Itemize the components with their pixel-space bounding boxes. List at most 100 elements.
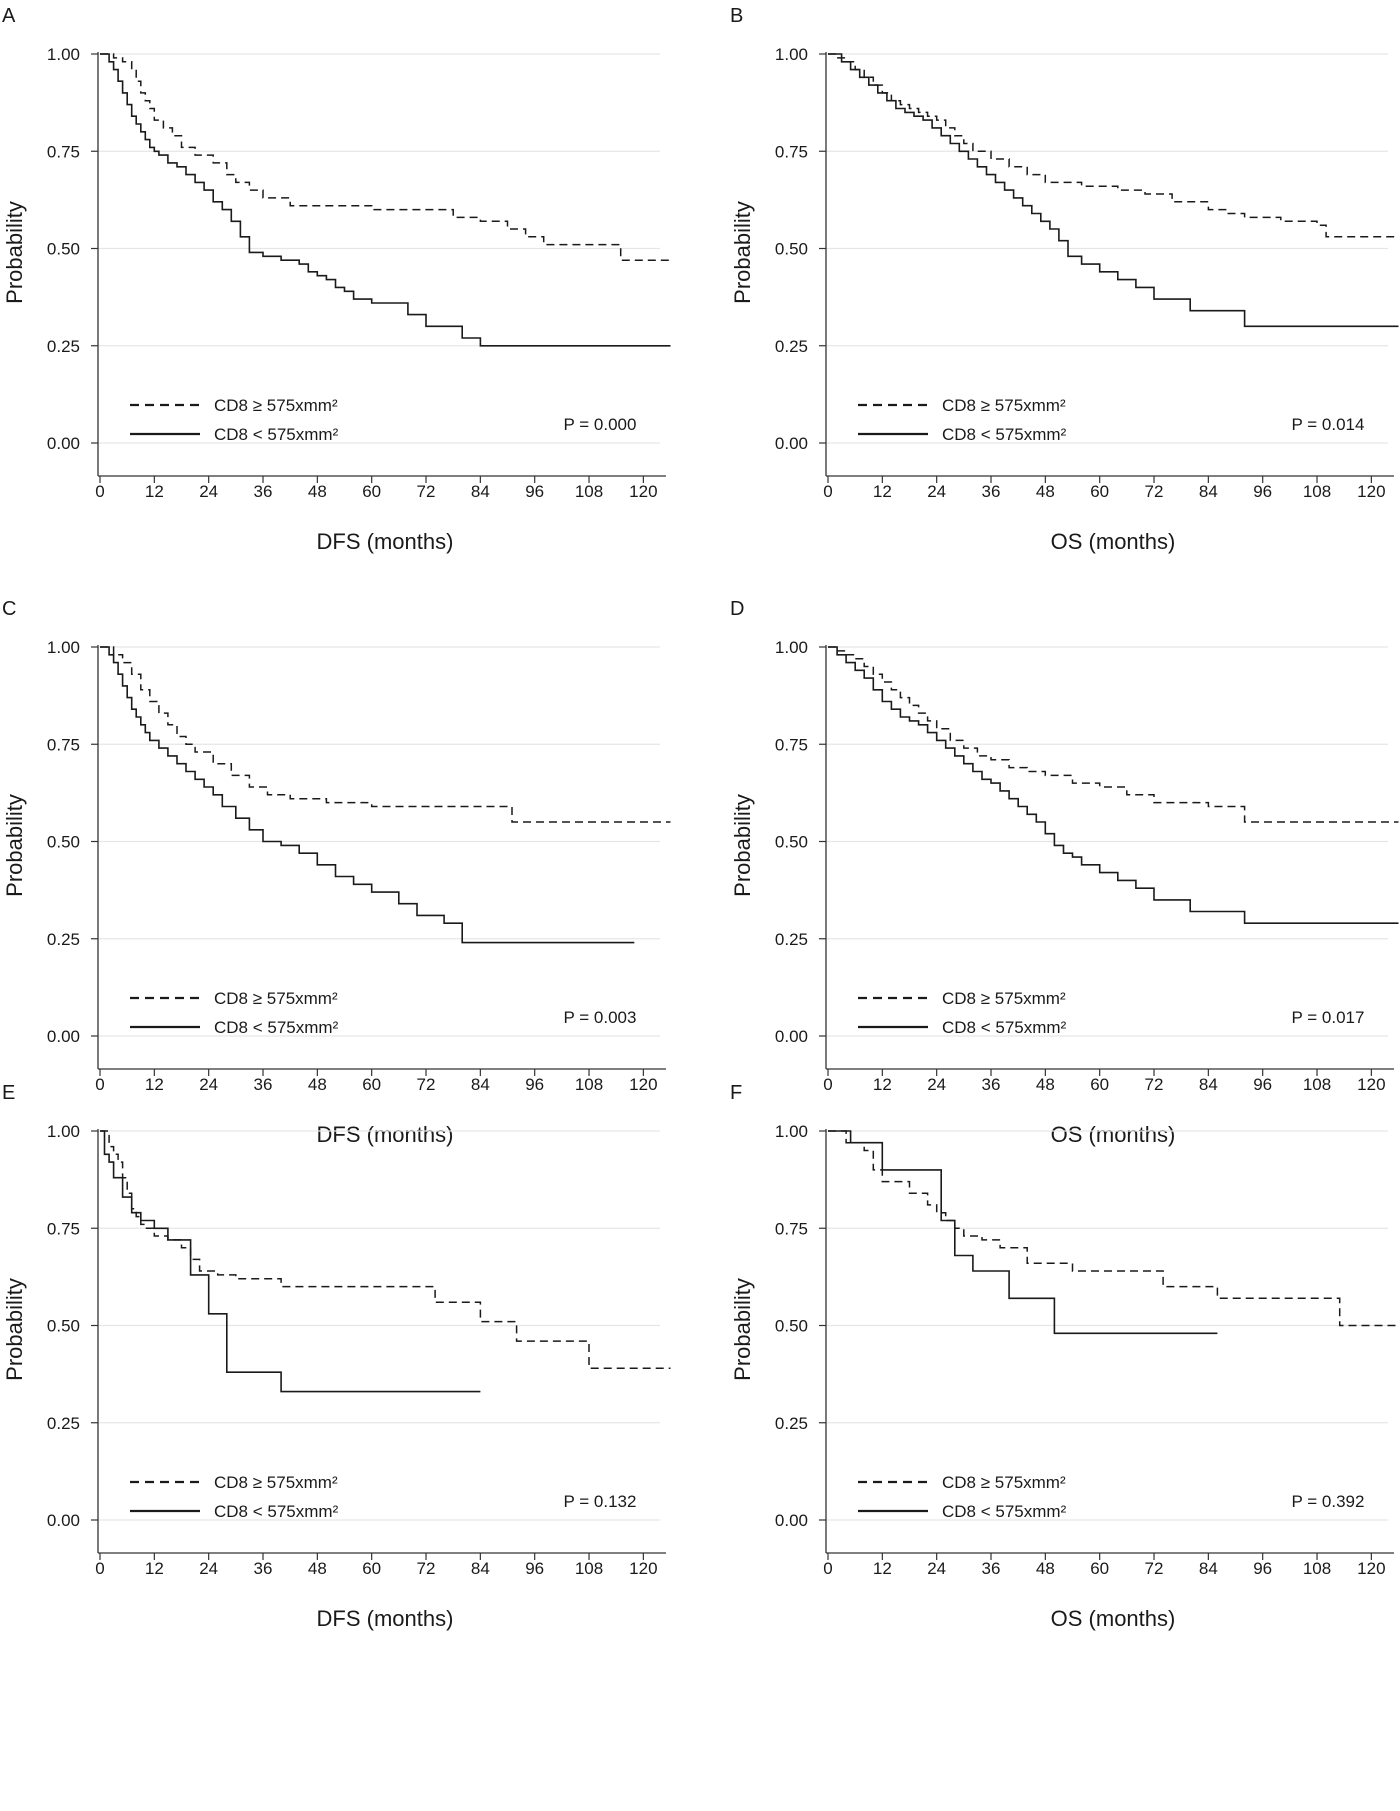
x-tick-label: 48 bbox=[1036, 1075, 1055, 1094]
panel-E: E 0.00 0.25 0.50 0.75 1.00 0 12 24 36 48 60 72 84 96 10… bbox=[2, 1082, 671, 1631]
x-tick-label: 60 bbox=[1090, 482, 1109, 501]
x-axis-title: OS (months) bbox=[1051, 1122, 1176, 1147]
y-tick-label: 0.25 bbox=[47, 1414, 80, 1433]
x-tick-label: 36 bbox=[254, 1075, 273, 1094]
p-value: P = 0.003 bbox=[564, 1008, 637, 1027]
x-tick-label: 24 bbox=[199, 1075, 218, 1094]
x-tick-label: 72 bbox=[1145, 482, 1164, 501]
x-tick-label: 24 bbox=[199, 1559, 218, 1578]
panel-C: C 0.00 0.25 0.50 0.75 1.00 0 12 24 36 48 60 72 84 96 10… bbox=[2, 598, 671, 1147]
x-tick-label: 48 bbox=[308, 482, 327, 501]
x-tick-label: 108 bbox=[1303, 1559, 1331, 1578]
y-tick-label: 0.25 bbox=[775, 1414, 808, 1433]
y-tick-label: 0.00 bbox=[775, 1511, 808, 1530]
y-tick-label: 0.00 bbox=[775, 434, 808, 453]
y-tick-label: 1.00 bbox=[775, 45, 808, 64]
y-tick-label: 0.50 bbox=[775, 833, 808, 852]
p-value: P = 0.392 bbox=[1292, 1492, 1365, 1511]
x-tick-label: 12 bbox=[873, 482, 892, 501]
panel-letter: E bbox=[2, 1082, 15, 1104]
y-tick-label: 1.00 bbox=[47, 45, 80, 64]
legend-label-low: CD8 < 575xmm² bbox=[214, 1018, 339, 1037]
x-tick-label: 96 bbox=[525, 1075, 544, 1094]
x-tick-label: 0 bbox=[823, 1075, 832, 1094]
legend-label-low: CD8 < 575xmm² bbox=[942, 1018, 1067, 1037]
p-value: P = 0.017 bbox=[1292, 1008, 1365, 1027]
x-tick-label: 60 bbox=[1090, 1075, 1109, 1094]
x-tick-label: 72 bbox=[417, 1075, 436, 1094]
y-tick-label: 0.25 bbox=[775, 930, 808, 949]
panel-A: A 0.00 0.25 0.50 0.75 1.00 0 12 24 36 48 60 72 84 96 10… bbox=[2, 5, 671, 554]
panel-letter: B bbox=[730, 5, 743, 27]
x-tick-label: 12 bbox=[145, 482, 164, 501]
x-axis-title: OS (months) bbox=[1051, 1606, 1176, 1631]
x-tick-label: 48 bbox=[308, 1559, 327, 1578]
x-tick-label: 24 bbox=[927, 482, 946, 501]
x-tick-label: 108 bbox=[1303, 482, 1331, 501]
y-axis-title: Probability bbox=[2, 794, 27, 897]
p-value: P = 0.132 bbox=[564, 1492, 637, 1511]
y-tick-label: 0.00 bbox=[47, 1511, 80, 1530]
legend-label-high: CD8 ≥ 575xmm² bbox=[942, 989, 1066, 1008]
y-tick-label: 0.75 bbox=[47, 735, 80, 754]
x-tick-label: 12 bbox=[873, 1075, 892, 1094]
legend-label-high: CD8 ≥ 575xmm² bbox=[214, 1473, 338, 1492]
x-tick-label: 36 bbox=[254, 482, 273, 501]
legend-label-high: CD8 ≥ 575xmm² bbox=[214, 989, 338, 1008]
x-tick-label: 48 bbox=[1036, 482, 1055, 501]
panel-letter: F bbox=[730, 1082, 742, 1104]
x-tick-label: 84 bbox=[471, 482, 490, 501]
legend-label-low: CD8 < 575xmm² bbox=[214, 1502, 339, 1521]
legend-label-low: CD8 < 575xmm² bbox=[214, 425, 339, 444]
x-tick-label: 36 bbox=[982, 482, 1001, 501]
x-tick-label: 96 bbox=[525, 482, 544, 501]
legend-label-low: CD8 < 575xmm² bbox=[942, 1502, 1067, 1521]
y-axis-title: Probability bbox=[730, 1278, 755, 1381]
y-tick-label: 0.75 bbox=[775, 1219, 808, 1238]
survival-curve-dashed bbox=[100, 646, 671, 823]
x-tick-label: 120 bbox=[1357, 482, 1385, 501]
x-tick-label: 120 bbox=[629, 482, 657, 501]
legend-label-high: CD8 ≥ 575xmm² bbox=[942, 1473, 1066, 1492]
survival-curve-dashed bbox=[100, 1130, 671, 1370]
x-tick-label: 120 bbox=[629, 1075, 657, 1094]
y-tick-label: 0.25 bbox=[47, 930, 80, 949]
survival-curve-solid bbox=[828, 53, 1399, 328]
x-tick-label: 60 bbox=[1090, 1559, 1109, 1578]
x-tick-label: 84 bbox=[1199, 1075, 1218, 1094]
y-axis-title: Probability bbox=[2, 201, 27, 304]
y-tick-label: 0.75 bbox=[775, 142, 808, 161]
x-tick-label: 48 bbox=[308, 1075, 327, 1094]
y-tick-label: 0.00 bbox=[775, 1027, 808, 1046]
y-axis-title: Probability bbox=[730, 794, 755, 897]
x-tick-label: 12 bbox=[873, 1559, 892, 1578]
survival-curve-solid bbox=[100, 53, 671, 347]
x-tick-label: 0 bbox=[823, 482, 832, 501]
y-tick-label: 0.25 bbox=[775, 337, 808, 356]
y-tick-label: 1.00 bbox=[47, 1122, 80, 1141]
x-tick-label: 72 bbox=[417, 1559, 436, 1578]
x-tick-label: 36 bbox=[982, 1559, 1001, 1578]
x-tick-label: 108 bbox=[575, 1075, 603, 1094]
y-tick-label: 0.75 bbox=[47, 1219, 80, 1238]
x-tick-label: 60 bbox=[362, 1075, 381, 1094]
survival-curve-solid bbox=[828, 646, 1399, 924]
x-tick-label: 0 bbox=[95, 1559, 104, 1578]
x-tick-label: 24 bbox=[199, 482, 218, 501]
survival-curve-solid bbox=[100, 646, 635, 944]
x-tick-label: 0 bbox=[95, 482, 104, 501]
y-axis-title: Probability bbox=[2, 1278, 27, 1381]
x-tick-label: 120 bbox=[1357, 1559, 1385, 1578]
x-tick-label: 48 bbox=[1036, 1559, 1055, 1578]
legend-label-high: CD8 ≥ 575xmm² bbox=[214, 396, 338, 415]
x-tick-label: 60 bbox=[362, 482, 381, 501]
survival-curve-solid bbox=[100, 1130, 481, 1393]
y-tick-label: 1.00 bbox=[775, 638, 808, 657]
panel-F: F 0.00 0.25 0.50 0.75 1.00 0 12 24 36 48 60 72 84 96 10… bbox=[730, 1082, 1399, 1631]
panel-D: D 0.00 0.25 0.50 0.75 1.00 0 12 24 36 48 60 72 84 96 10… bbox=[730, 598, 1399, 1147]
p-value: P = 0.014 bbox=[1292, 415, 1365, 434]
x-tick-label: 84 bbox=[471, 1559, 490, 1578]
panel-letter: A bbox=[2, 5, 16, 27]
y-tick-label: 0.50 bbox=[47, 833, 80, 852]
